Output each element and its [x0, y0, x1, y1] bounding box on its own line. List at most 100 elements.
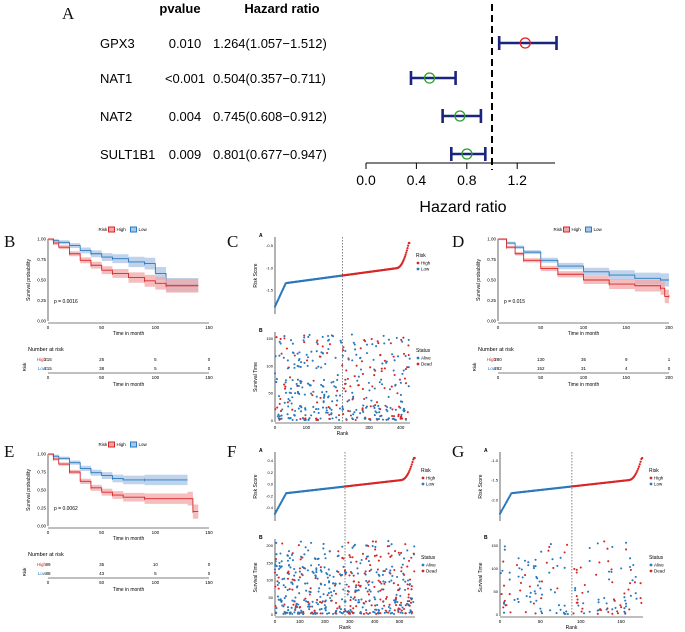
survival-point [394, 408, 397, 411]
legend-b-dot [421, 569, 425, 573]
survival-point [336, 399, 339, 402]
survival-point [298, 592, 301, 595]
survival-point [344, 378, 347, 381]
survival-point [330, 408, 333, 411]
survival-point [575, 601, 578, 604]
gene-label: NAT1 [100, 71, 132, 86]
risk-table-label: Risk [22, 567, 27, 576]
survival-point [397, 405, 401, 408]
survival-point [373, 596, 376, 599]
x-tick-label: 50 [99, 325, 105, 330]
survival-point [278, 354, 281, 357]
survival-point [315, 395, 318, 398]
survival-point [275, 573, 279, 577]
survival-point [277, 598, 280, 601]
survival-point [616, 610, 619, 613]
survival-point [330, 594, 333, 597]
survival-point [383, 611, 386, 614]
survival-point [392, 582, 395, 585]
survival-point [342, 588, 345, 591]
survival-point [356, 567, 359, 570]
survival-point [274, 355, 277, 358]
ci-band-high [498, 239, 669, 304]
survival-point [519, 581, 523, 585]
survival-point [393, 373, 396, 377]
survival-point [334, 601, 338, 604]
survival-point [388, 603, 391, 606]
sub-label-b: B [484, 535, 488, 541]
survival-point [327, 347, 330, 351]
y-axis-label-b: Survival Time [253, 362, 259, 392]
survival-point [306, 600, 309, 604]
survival-point [383, 569, 386, 573]
survival-point [404, 368, 407, 371]
survival-point [545, 561, 548, 564]
survival-point [345, 583, 348, 586]
x-tick-label: 0 [274, 425, 277, 430]
y-axis-label-b: Survival Time [478, 562, 484, 592]
survival-point [334, 582, 337, 585]
survival-point [288, 588, 291, 591]
survival-curve-high [48, 453, 199, 513]
survival-point [352, 545, 355, 548]
survival-point [354, 348, 357, 351]
survival-point [364, 600, 367, 603]
survival-point [304, 414, 307, 417]
legend-a-dot [421, 482, 425, 486]
survival-point [300, 361, 303, 364]
survival-point [352, 395, 355, 398]
survival-point [605, 608, 608, 611]
survival-point [566, 543, 569, 546]
survival-point [317, 603, 320, 606]
survival-point [402, 407, 406, 410]
survival-point [387, 605, 390, 608]
y-tick-label-b: 50 [494, 589, 499, 594]
survival-point [619, 604, 622, 607]
survival-point [280, 560, 283, 563]
survival-point [374, 545, 377, 548]
survival-point [383, 342, 386, 345]
survival-point [353, 596, 356, 599]
survival-point [397, 551, 400, 554]
survival-point [535, 599, 538, 602]
survival-point [344, 390, 347, 393]
survival-point [611, 612, 614, 615]
survival-point [294, 608, 297, 611]
survival-point [283, 383, 286, 386]
survival-point [368, 570, 371, 573]
survival-point [306, 569, 309, 572]
survival-point [309, 587, 312, 590]
survival-point [387, 540, 390, 543]
survival-point [326, 351, 329, 355]
survival-point [308, 605, 311, 608]
y-tick-label-a: -1.5 [491, 478, 499, 483]
survival-point [381, 362, 384, 365]
survival-point [551, 558, 554, 561]
risk-table-title: Number at risk [478, 347, 514, 353]
survival-point [376, 603, 379, 607]
survival-point [534, 612, 537, 615]
x-tick-label: 400 [371, 619, 379, 624]
survival-point [371, 581, 374, 584]
survival-point [502, 606, 505, 609]
survival-point [278, 415, 281, 418]
survival-point [379, 415, 382, 418]
survival-point [319, 612, 322, 615]
survival-point [315, 341, 318, 344]
survival-point [388, 571, 391, 574]
survival-point [634, 592, 637, 595]
survival-point [376, 418, 379, 421]
risk-count: 215 [44, 357, 52, 362]
survival-point [389, 612, 392, 615]
survival-point [284, 385, 287, 388]
survival-point [349, 604, 352, 608]
survival-point [274, 563, 277, 566]
survival-point [365, 609, 368, 612]
survival-point [277, 417, 280, 420]
survival-point [408, 578, 412, 581]
risk-x-tick: 0 [497, 375, 500, 380]
survival-point [398, 608, 401, 611]
survival-point [288, 399, 291, 402]
survival-point [325, 411, 328, 414]
